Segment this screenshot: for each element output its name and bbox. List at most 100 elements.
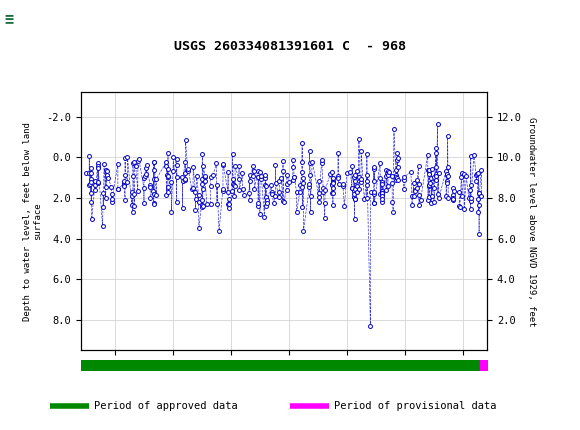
Point <box>314 177 324 184</box>
Point <box>432 176 441 183</box>
Point <box>201 174 210 181</box>
Point <box>163 172 172 179</box>
Point <box>139 175 148 181</box>
Point <box>162 159 171 166</box>
Point <box>317 157 327 163</box>
Point <box>455 203 465 210</box>
Point <box>427 166 436 172</box>
Point <box>133 158 143 165</box>
Point <box>429 173 438 180</box>
Point <box>253 203 263 209</box>
Point <box>234 163 244 170</box>
Point <box>99 160 108 167</box>
Point <box>194 225 204 232</box>
Point <box>142 161 151 168</box>
Point <box>142 165 151 172</box>
Point <box>414 202 423 209</box>
Point <box>224 196 233 203</box>
Point <box>346 169 355 175</box>
Point <box>99 190 108 197</box>
Point <box>235 187 244 194</box>
Point <box>472 178 481 184</box>
Point <box>319 188 328 195</box>
Point <box>229 181 238 187</box>
Point <box>457 169 466 176</box>
Point <box>260 182 270 189</box>
Point <box>444 164 453 171</box>
Point <box>327 181 336 188</box>
Point <box>443 173 452 180</box>
Point <box>202 200 212 207</box>
Point <box>275 189 284 196</box>
Point <box>223 168 233 175</box>
Point <box>317 160 326 166</box>
Point <box>295 188 305 195</box>
Point <box>102 184 111 190</box>
Point <box>162 162 171 169</box>
Point <box>228 187 237 194</box>
Point <box>262 199 271 206</box>
Point <box>128 208 137 215</box>
Point <box>280 198 289 205</box>
Point <box>466 198 475 205</box>
Point <box>299 227 308 234</box>
Point <box>149 200 158 207</box>
Point <box>249 167 259 174</box>
Point <box>212 200 222 207</box>
Point <box>444 195 453 202</box>
Point <box>244 190 253 197</box>
Point <box>328 179 338 186</box>
Point <box>169 168 178 175</box>
Point <box>239 191 248 198</box>
Point <box>340 203 349 209</box>
Point <box>469 152 478 159</box>
Point <box>424 166 433 173</box>
Point <box>353 182 362 189</box>
Point <box>466 152 476 159</box>
Point <box>93 179 103 186</box>
Point <box>187 186 197 193</box>
Point <box>199 163 208 170</box>
Point <box>224 205 234 212</box>
Point <box>85 182 94 189</box>
Point <box>449 188 458 195</box>
Point <box>142 170 151 177</box>
Point <box>314 193 324 200</box>
Point <box>191 188 200 195</box>
Point <box>362 181 372 188</box>
Point <box>162 192 171 199</box>
Point <box>387 179 397 186</box>
Point <box>369 199 379 206</box>
Point <box>238 169 247 176</box>
Point <box>477 193 486 200</box>
Point <box>101 167 110 174</box>
Point <box>180 158 190 165</box>
Point <box>177 174 187 181</box>
Text: Period of approved data: Period of approved data <box>94 401 238 412</box>
Point <box>382 167 391 174</box>
Point <box>90 182 100 189</box>
Point <box>423 197 433 203</box>
Point <box>262 194 271 201</box>
Point <box>429 184 438 191</box>
Point <box>407 201 416 208</box>
Point <box>164 184 173 191</box>
Point <box>305 148 314 155</box>
Point <box>474 169 483 176</box>
Point <box>387 199 397 206</box>
Point <box>369 191 378 198</box>
Point <box>354 173 364 180</box>
Point <box>412 185 422 192</box>
Point <box>350 190 359 197</box>
Point <box>278 168 288 175</box>
Point <box>107 199 117 206</box>
Point <box>350 172 359 179</box>
Point <box>178 178 187 185</box>
Point <box>230 192 239 199</box>
Point <box>376 190 385 197</box>
Point <box>393 164 402 171</box>
Point <box>347 184 357 191</box>
Point <box>425 194 434 201</box>
Point <box>477 166 486 173</box>
Point <box>250 186 259 193</box>
